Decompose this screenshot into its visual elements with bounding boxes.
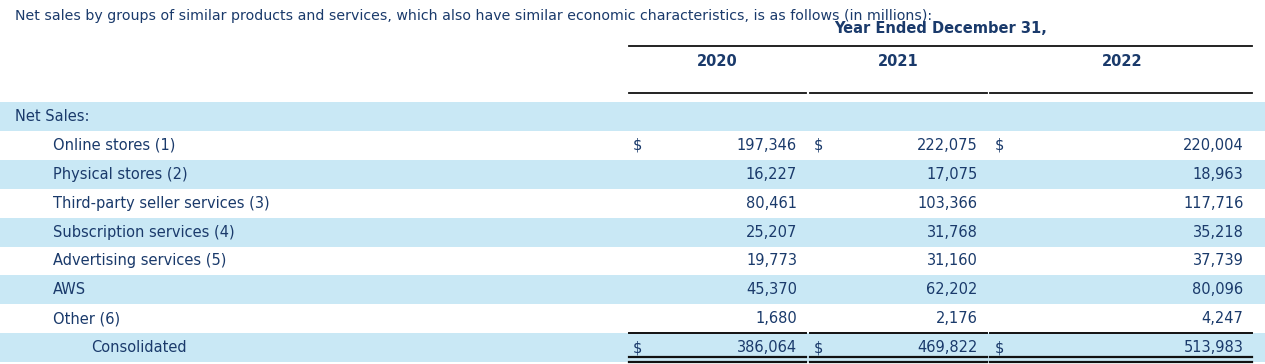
Text: 469,822: 469,822 xyxy=(917,340,978,355)
Text: $: $ xyxy=(813,340,822,355)
FancyBboxPatch shape xyxy=(0,131,1265,160)
Text: Consolidated: Consolidated xyxy=(91,340,187,355)
Text: 62,202: 62,202 xyxy=(926,282,978,297)
Text: 45,370: 45,370 xyxy=(746,282,797,297)
Text: 2020: 2020 xyxy=(697,54,737,69)
Text: 35,218: 35,218 xyxy=(1193,225,1243,240)
Text: 1,680: 1,680 xyxy=(755,311,797,326)
Text: $: $ xyxy=(994,340,1003,355)
Text: Net Sales:: Net Sales: xyxy=(15,109,90,124)
Text: $: $ xyxy=(994,138,1003,153)
Text: Net sales by groups of similar products and services, which also have similar ec: Net sales by groups of similar products … xyxy=(15,9,932,23)
FancyBboxPatch shape xyxy=(0,160,1265,189)
FancyBboxPatch shape xyxy=(0,189,1265,218)
Text: Year Ended December 31,: Year Ended December 31, xyxy=(834,21,1047,36)
Text: 222,075: 222,075 xyxy=(917,138,978,153)
Text: Subscription services (4): Subscription services (4) xyxy=(53,225,235,240)
Text: 2021: 2021 xyxy=(878,54,918,69)
FancyBboxPatch shape xyxy=(0,102,1265,131)
Text: $: $ xyxy=(632,340,641,355)
Text: 4,247: 4,247 xyxy=(1202,311,1243,326)
Text: 197,346: 197,346 xyxy=(736,138,797,153)
Text: 31,160: 31,160 xyxy=(927,253,978,269)
Text: 19,773: 19,773 xyxy=(746,253,797,269)
FancyBboxPatch shape xyxy=(0,304,1265,333)
Text: Advertising services (5): Advertising services (5) xyxy=(53,253,226,269)
Text: $: $ xyxy=(813,138,822,153)
Text: AWS: AWS xyxy=(53,282,86,297)
Text: 31,768: 31,768 xyxy=(927,225,978,240)
Text: Physical stores (2): Physical stores (2) xyxy=(53,167,187,182)
Text: 386,064: 386,064 xyxy=(736,340,797,355)
Text: Online stores (1): Online stores (1) xyxy=(53,138,176,153)
FancyBboxPatch shape xyxy=(0,218,1265,246)
Text: 17,075: 17,075 xyxy=(926,167,978,182)
Text: 18,963: 18,963 xyxy=(1193,167,1243,182)
Text: 80,096: 80,096 xyxy=(1193,282,1243,297)
Text: $: $ xyxy=(632,138,641,153)
Text: 513,983: 513,983 xyxy=(1184,340,1243,355)
Text: 117,716: 117,716 xyxy=(1183,195,1243,211)
FancyBboxPatch shape xyxy=(0,333,1265,362)
FancyBboxPatch shape xyxy=(0,276,1265,304)
Text: 25,207: 25,207 xyxy=(745,225,797,240)
Text: Other (6): Other (6) xyxy=(53,311,120,326)
Text: 2,176: 2,176 xyxy=(936,311,978,326)
Text: Third-party seller services (3): Third-party seller services (3) xyxy=(53,195,269,211)
Text: 37,739: 37,739 xyxy=(1193,253,1243,269)
Text: 2022: 2022 xyxy=(1102,54,1142,69)
FancyBboxPatch shape xyxy=(0,246,1265,276)
Text: 16,227: 16,227 xyxy=(745,167,797,182)
Text: 220,004: 220,004 xyxy=(1183,138,1243,153)
Text: 80,461: 80,461 xyxy=(746,195,797,211)
Text: 103,366: 103,366 xyxy=(918,195,978,211)
